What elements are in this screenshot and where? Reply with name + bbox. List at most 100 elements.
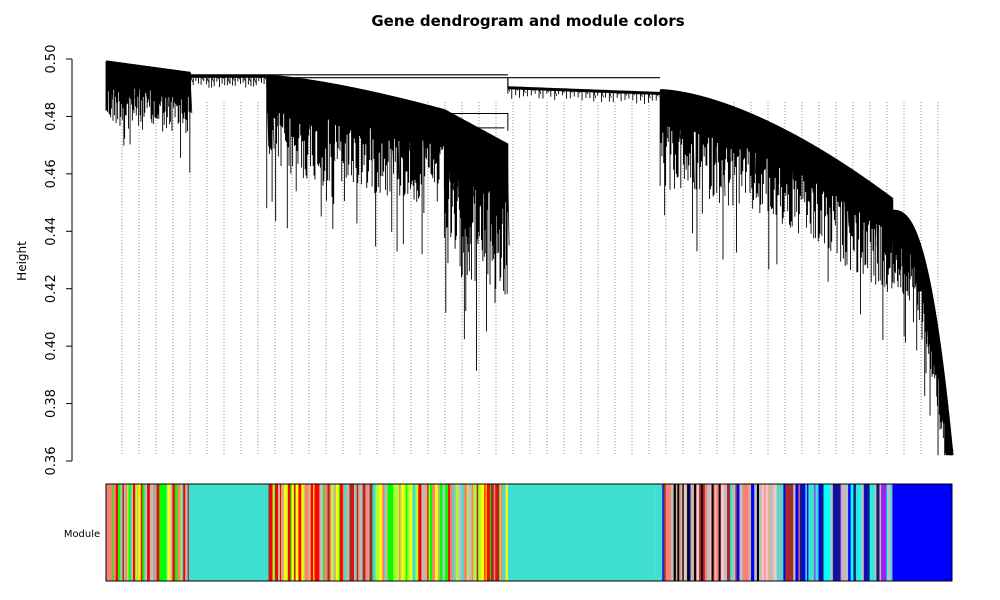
module-stripe bbox=[354, 484, 356, 581]
module-stripe bbox=[128, 484, 131, 581]
module-stripe bbox=[471, 484, 474, 581]
module-stripe bbox=[356, 484, 359, 581]
right-cluster-flat bbox=[507, 86, 661, 105]
y-tick-label: 0.38 bbox=[44, 389, 59, 418]
module-stripe bbox=[275, 484, 279, 581]
module-stripe bbox=[449, 484, 453, 581]
middle-cluster-1 bbox=[266, 74, 446, 255]
module-stripe bbox=[780, 484, 784, 581]
module-stripe bbox=[478, 484, 482, 581]
module-stripe bbox=[787, 484, 791, 581]
module-stripe bbox=[502, 484, 506, 581]
module-stripe bbox=[473, 484, 477, 581]
module-stripe bbox=[180, 484, 182, 581]
module-stripe bbox=[690, 484, 694, 581]
module-stripe bbox=[658, 484, 661, 581]
module-stripe bbox=[857, 484, 862, 581]
module-stripe bbox=[848, 484, 851, 581]
module-stripe bbox=[655, 484, 660, 581]
module-stripe bbox=[716, 484, 719, 581]
module-stripe bbox=[319, 484, 322, 581]
module-stripe bbox=[145, 484, 148, 581]
right-cluster-main bbox=[659, 89, 895, 340]
module-stripe bbox=[464, 484, 468, 581]
right-cluster-tail bbox=[892, 209, 954, 456]
module-stripe bbox=[166, 484, 168, 581]
module-stripe bbox=[709, 484, 712, 581]
module-stripe bbox=[268, 484, 271, 581]
module-stripe bbox=[476, 484, 479, 581]
y-tick-label: 0.44 bbox=[44, 217, 59, 246]
module-stripe bbox=[304, 484, 308, 581]
module-stripe bbox=[680, 484, 683, 581]
module-stripe bbox=[434, 484, 438, 581]
y-tick-label: 0.40 bbox=[44, 332, 59, 361]
module-stripe bbox=[448, 484, 451, 581]
module-stripe bbox=[675, 484, 678, 581]
left-cluster-2 bbox=[190, 74, 268, 89]
cluster-shading bbox=[266, 76, 446, 179]
module-stripe bbox=[805, 484, 808, 581]
cluster-shading bbox=[105, 61, 193, 114]
module-stripe bbox=[327, 484, 331, 581]
module-stripe bbox=[410, 484, 413, 581]
module-stripe bbox=[704, 484, 708, 581]
module-stripe bbox=[147, 484, 151, 581]
module-stripe bbox=[810, 484, 813, 581]
module-stripe bbox=[156, 484, 160, 581]
module-stripe bbox=[765, 484, 769, 581]
module-stripe bbox=[401, 484, 405, 581]
module-stripe bbox=[682, 484, 685, 581]
module-stripe bbox=[883, 484, 887, 581]
cluster-shading bbox=[444, 110, 510, 246]
module-stripe bbox=[790, 484, 794, 581]
module-stripe bbox=[500, 484, 503, 581]
module-stripe bbox=[490, 484, 495, 581]
module-stripe bbox=[340, 484, 344, 581]
module-stripe bbox=[793, 484, 796, 581]
module-stripe bbox=[830, 484, 834, 581]
module-stripe bbox=[125, 484, 128, 581]
module-stripe bbox=[887, 484, 891, 581]
module-stripe bbox=[871, 484, 875, 581]
module-stripe bbox=[369, 484, 373, 581]
module-stripe bbox=[505, 484, 509, 581]
module-stripe bbox=[124, 484, 126, 581]
y-tick-label: 0.42 bbox=[44, 274, 59, 303]
module-stripe bbox=[732, 484, 736, 581]
module-stripe bbox=[692, 484, 695, 581]
module-stripe bbox=[713, 484, 716, 581]
module-stripe bbox=[395, 484, 400, 581]
module-stripe bbox=[358, 484, 361, 581]
module-stripe bbox=[421, 484, 425, 581]
module-stripe bbox=[387, 484, 391, 581]
module-stripe bbox=[284, 484, 288, 581]
module-stripe bbox=[113, 484, 117, 581]
module-stripe bbox=[466, 484, 469, 581]
module-stripe bbox=[336, 484, 340, 581]
module-stripe bbox=[818, 484, 822, 581]
module-stripe bbox=[390, 484, 394, 581]
module-stripe bbox=[308, 484, 312, 581]
module-stripe bbox=[181, 484, 184, 581]
module-stripe bbox=[423, 484, 427, 581]
module-stripe bbox=[673, 484, 677, 581]
module-stripe bbox=[385, 484, 389, 581]
module-stripe bbox=[866, 484, 870, 581]
module-stripe bbox=[295, 484, 299, 581]
module-stripe bbox=[321, 484, 324, 581]
module-stripe bbox=[764, 484, 766, 581]
module-stripe bbox=[863, 484, 866, 581]
module-stripe bbox=[768, 484, 771, 581]
module-stripe bbox=[352, 484, 355, 581]
module-stripe bbox=[486, 484, 491, 581]
middle-cluster-2 bbox=[443, 109, 510, 371]
module-stripe bbox=[375, 484, 378, 581]
module-stripe bbox=[291, 484, 295, 581]
module-stripe bbox=[495, 484, 498, 581]
sub-connectors bbox=[432, 113, 509, 131]
module-stripe bbox=[874, 484, 877, 581]
module-stripe bbox=[277, 484, 281, 581]
module-stripe bbox=[890, 484, 893, 581]
module-stripe bbox=[835, 484, 838, 581]
